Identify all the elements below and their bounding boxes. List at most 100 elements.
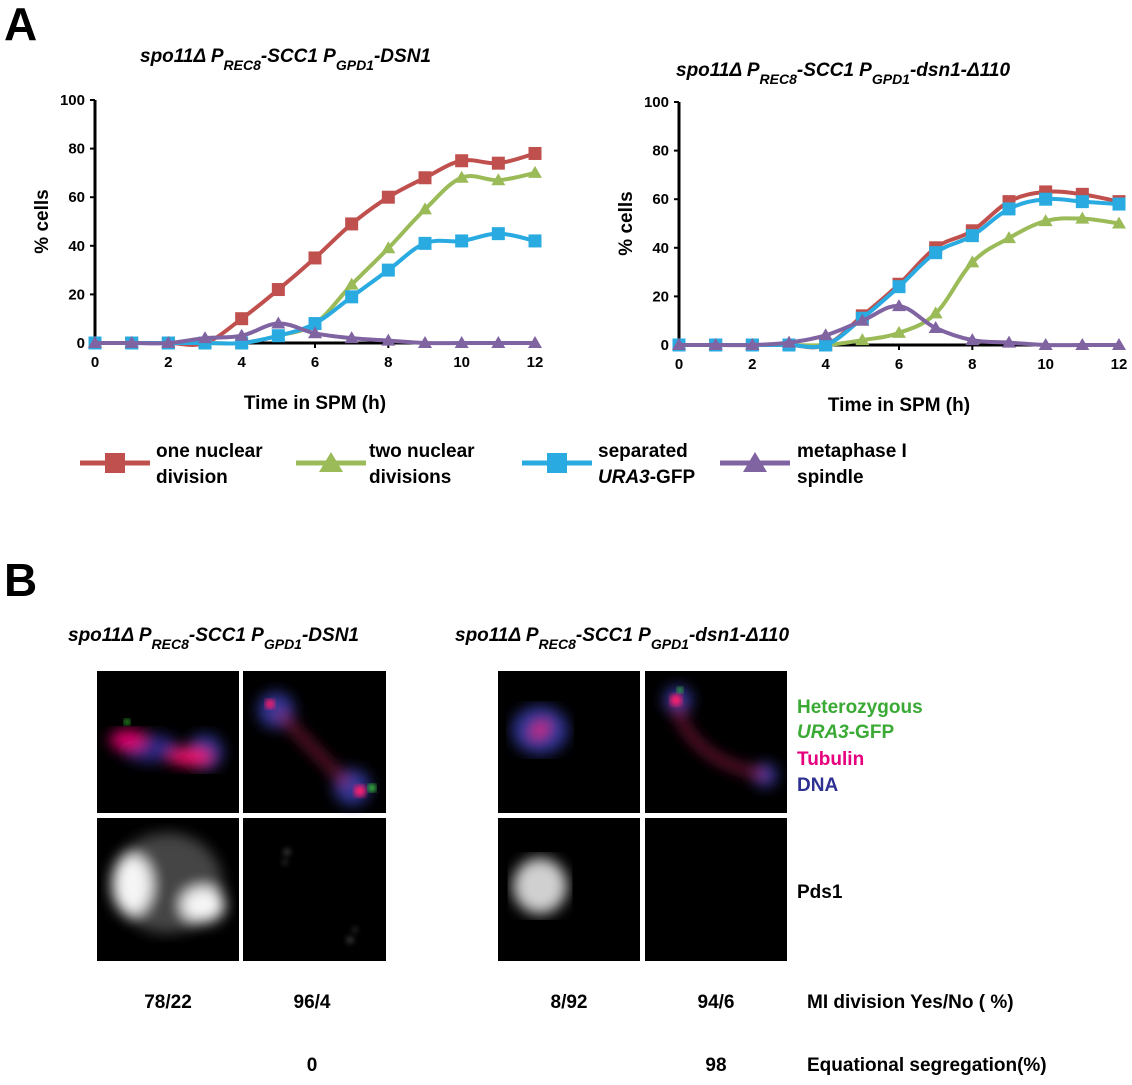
data-point bbox=[1038, 338, 1053, 350]
data-point bbox=[1112, 338, 1126, 350]
legend-text: metaphase I bbox=[797, 441, 907, 462]
data-point bbox=[1002, 231, 1016, 244]
data-point bbox=[928, 320, 943, 333]
title-sub: GPD1 bbox=[872, 71, 910, 87]
data-point bbox=[161, 336, 176, 348]
x-tick-label: 6 bbox=[895, 356, 903, 373]
series-metaphase-i-spindle bbox=[88, 316, 542, 348]
data-point bbox=[855, 313, 870, 326]
x-axis-label: Time in SPM (h) bbox=[828, 395, 970, 416]
title-part: spo11Δ P bbox=[140, 46, 224, 67]
data-point bbox=[344, 331, 359, 344]
x-tick-label: 4 bbox=[237, 354, 246, 371]
x-tick-label: 8 bbox=[384, 354, 392, 371]
title-sub: REC8 bbox=[224, 57, 262, 73]
x-tick-label: 12 bbox=[527, 354, 544, 371]
y-tick-label: 100 bbox=[644, 94, 669, 111]
series-line bbox=[678, 304, 1119, 348]
mi-value-1: 78/22 bbox=[144, 992, 192, 1013]
title-part: spo11Δ P bbox=[676, 60, 760, 81]
data-point bbox=[418, 171, 432, 185]
label-heterozygous: Heterozygous bbox=[797, 697, 923, 718]
micrograph-dsn1d110-merge-1 bbox=[498, 671, 640, 813]
y-tick-label: 0 bbox=[661, 337, 669, 354]
data-point bbox=[491, 227, 505, 241]
data-point bbox=[928, 306, 943, 319]
mi-value-2: 96/4 bbox=[294, 992, 331, 1013]
x-tick-label: 2 bbox=[164, 354, 172, 371]
title-part: -SCC1 P bbox=[576, 625, 651, 646]
y-tick-label: 0 bbox=[77, 335, 85, 352]
data-point bbox=[271, 283, 285, 297]
data-point bbox=[455, 234, 469, 248]
chart-right-title: spo11Δ PREC8-SCC1 PGPD1-dsn1-Δ110 bbox=[676, 60, 1010, 87]
micrograph-dsn1-merge-2 bbox=[243, 671, 386, 813]
data-point bbox=[454, 170, 469, 183]
y-tick-label: 100 bbox=[60, 92, 85, 109]
label-ura3: URA3 bbox=[797, 722, 849, 743]
data-point bbox=[455, 154, 469, 168]
data-point bbox=[965, 229, 979, 243]
legend-text: one nuclear bbox=[156, 441, 263, 462]
micrograph-dsn1-merge-1 bbox=[97, 671, 239, 813]
data-point bbox=[528, 165, 542, 178]
chart-right: 0 20 40 60 80 100 0 2 4 6 8 10 12 Time in SPM (h) % ce… bbox=[616, 94, 1127, 416]
label-pds1: Pds1 bbox=[797, 882, 843, 903]
legend-text: URA3-GFP bbox=[598, 467, 695, 488]
data-point bbox=[708, 338, 723, 350]
data-point bbox=[491, 156, 505, 170]
data-point bbox=[418, 236, 432, 250]
data-point bbox=[345, 217, 359, 231]
x-tick-label: 0 bbox=[675, 356, 683, 373]
label-gfp: -GFP bbox=[849, 722, 895, 743]
series-line bbox=[678, 189, 1120, 350]
y-tick-label: 20 bbox=[68, 286, 85, 303]
panel-a-label: A bbox=[4, 0, 37, 50]
x-tick-label: 12 bbox=[1111, 356, 1128, 373]
x-tick-label: 10 bbox=[1037, 356, 1054, 373]
title-part: -SCC1 P bbox=[189, 625, 264, 646]
title-sub: REC8 bbox=[760, 71, 798, 87]
data-point bbox=[491, 173, 506, 186]
chart-left: 0 20 40 60 80 100 0 2 4 6 8 10 12 Time in SPM (h) % ce… bbox=[32, 92, 543, 414]
mi-value-3: 8/92 bbox=[551, 992, 588, 1013]
label-dna: DNA bbox=[797, 775, 838, 796]
micrograph-dsn1-pds1-2 bbox=[243, 818, 386, 961]
data-point bbox=[308, 251, 322, 265]
equational-label: Equational segregation(%) bbox=[807, 1055, 1047, 1076]
legend-text: -GFP bbox=[650, 467, 696, 488]
data-point bbox=[381, 241, 396, 254]
title-sub: REC8 bbox=[152, 636, 190, 652]
x-tick-label: 8 bbox=[968, 356, 976, 373]
data-point bbox=[198, 331, 212, 344]
legend-item-one-nuclear-division: one nuclear division bbox=[80, 441, 263, 488]
title-sub: GPD1 bbox=[336, 57, 374, 73]
panel-b-label: B bbox=[4, 554, 37, 606]
data-point bbox=[1039, 192, 1053, 206]
data-point bbox=[88, 336, 102, 348]
x-tick-label: 2 bbox=[748, 356, 756, 373]
data-point bbox=[345, 290, 359, 304]
data-point bbox=[1075, 211, 1090, 224]
data-point bbox=[1075, 338, 1090, 350]
data-point bbox=[528, 146, 542, 160]
y-tick-label: 40 bbox=[652, 240, 669, 257]
micrograph-dsn1d110-pds1-1 bbox=[498, 818, 640, 961]
micrograph-dsn1d110-pds1-2 bbox=[645, 818, 787, 961]
data-point bbox=[1002, 335, 1016, 348]
data-point bbox=[745, 338, 760, 350]
legend-item-separated-ura3-gfp: separated URA3-GFP bbox=[522, 441, 695, 488]
panel-b-right-title: spo11Δ PREC8-SCC1 PGPD1-dsn1-Δ110 bbox=[455, 625, 789, 652]
legend-text: separated bbox=[598, 441, 688, 462]
data-point bbox=[1075, 195, 1089, 209]
legend-text: two nuclear bbox=[369, 441, 475, 462]
panel-b-left-title: spo11Δ PREC8-SCC1 PGPD1-DSN1 bbox=[68, 625, 359, 652]
data-point bbox=[418, 202, 432, 215]
data-point bbox=[418, 336, 432, 348]
title-part: spo11Δ P bbox=[68, 625, 152, 646]
y-tick-label: 80 bbox=[652, 143, 669, 160]
data-point bbox=[528, 234, 542, 248]
title-part: -DSN1 bbox=[374, 46, 431, 67]
data-point bbox=[855, 333, 870, 346]
